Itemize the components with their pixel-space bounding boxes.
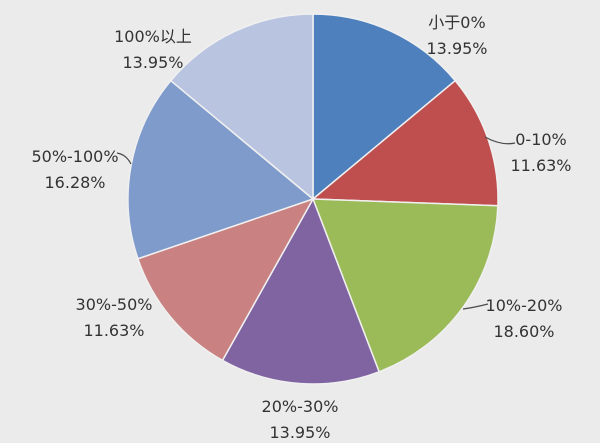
slice-label-50-100: 50%-100% 16.28% bbox=[31, 144, 118, 196]
pie-slice-2[interactable] bbox=[312, 198, 499, 373]
pie-slice-6[interactable] bbox=[170, 13, 314, 200]
slice-label-30-50: 30%-50% 11.63% bbox=[76, 292, 153, 344]
slice-category: 100%以上 bbox=[114, 27, 192, 46]
slice-label-0-10: 0-10% 11.63% bbox=[510, 127, 571, 179]
slice-label-10-20: 10%-20% 18.60% bbox=[486, 293, 563, 345]
slice-percent: 13.95% bbox=[122, 53, 184, 72]
pie-slice-3[interactable] bbox=[221, 198, 380, 385]
slice-percent: 16.28% bbox=[44, 173, 106, 192]
slice-category: 10%-20% bbox=[485, 296, 563, 315]
slice-category: 20%-30% bbox=[261, 397, 339, 416]
slice-label-20-30: 20%-30% 13.95% bbox=[262, 394, 339, 443]
pie-slice-5[interactable] bbox=[127, 79, 314, 260]
slice-category: 30%-50% bbox=[75, 295, 153, 314]
slice-label-less-than-0: 小于0% 13.95% bbox=[426, 10, 487, 62]
leader-line-0-10 bbox=[484, 136, 516, 145]
slice-category: 0-10% bbox=[515, 130, 567, 149]
slice-category: 50%-100% bbox=[31, 147, 119, 166]
pie-slice-1[interactable] bbox=[312, 79, 499, 207]
leader-line-10-20 bbox=[462, 303, 489, 310]
pie-slices-group bbox=[127, 13, 499, 385]
slice-label-100-plus: 100%以上 13.95% bbox=[114, 24, 192, 76]
leader-line-50-100 bbox=[116, 152, 132, 165]
slice-percent: 18.60% bbox=[493, 322, 555, 341]
slice-category: 小于0% bbox=[428, 13, 486, 32]
pie-slice-0[interactable] bbox=[312, 13, 456, 200]
pie-slice-4[interactable] bbox=[137, 198, 314, 362]
slice-percent: 11.63% bbox=[83, 321, 145, 340]
slice-percent: 13.95% bbox=[426, 39, 488, 58]
slice-percent: 13.95% bbox=[269, 423, 331, 442]
slice-percent: 11.63% bbox=[510, 156, 572, 175]
